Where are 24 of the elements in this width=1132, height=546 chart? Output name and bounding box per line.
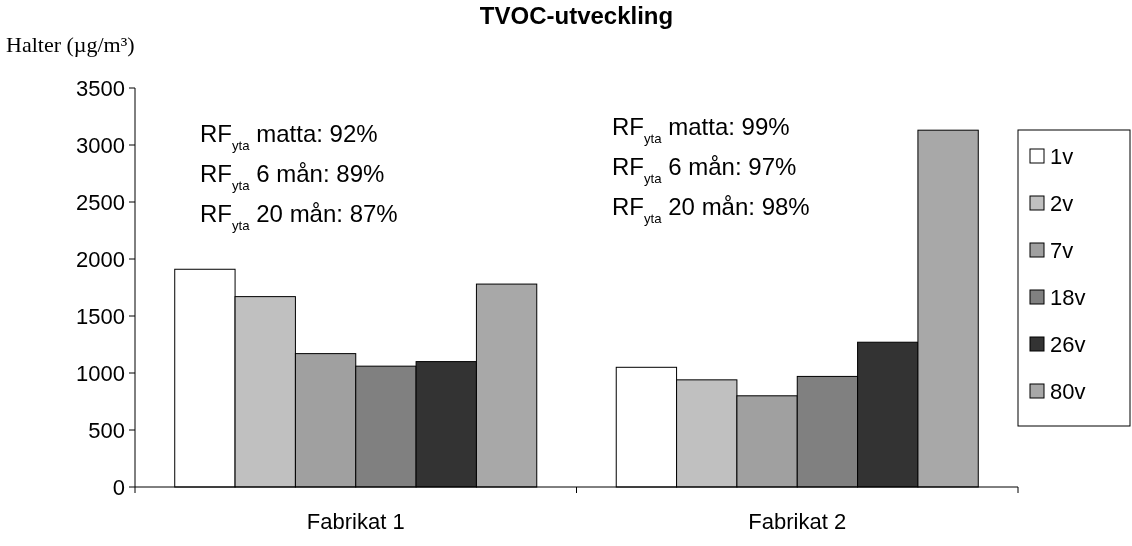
y-tick-label: 500	[88, 417, 125, 443]
annotation: RF$_{yta}$ matta: 92%	[200, 120, 378, 153]
x-tick-label: Fabrikat 2	[748, 509, 847, 534]
legend-label: 7v	[1050, 237, 1074, 263]
legend-label: 1v	[1050, 143, 1074, 169]
y-tick-label: 2500	[76, 189, 125, 215]
y-tick-label: 3000	[76, 132, 125, 158]
y-tick-label: 2000	[76, 246, 125, 272]
legend-label: 26v	[1050, 331, 1086, 357]
legend-label: 18v	[1050, 284, 1086, 310]
chart-title: TVOC-utveckling	[479, 2, 674, 29]
annotation: RF$_{yta}$ matta: 99%	[612, 113, 790, 146]
y-axis-title: Halter (µg/m³)	[6, 32, 135, 57]
legend-label: 80v	[1050, 378, 1086, 404]
annotation: RF$_{yta}$ 6 mån: 89%	[200, 160, 385, 193]
legend-label: 2v	[1050, 190, 1074, 216]
y-tick-label: 1000	[76, 360, 125, 386]
annotation: RF$_{yta}$ 6 mån: 97%	[612, 153, 797, 186]
x-tick-label: Fabrikat 1	[306, 509, 405, 534]
annotation: RF$_{yta}$ 20 mån: 87%	[200, 200, 398, 233]
y-tick-label: 3500	[76, 75, 125, 101]
annotation: RF$_{yta}$ 20 mån: 98%	[612, 193, 810, 226]
y-tick-label: 1500	[76, 303, 125, 329]
y-tick-label: 0	[112, 474, 125, 500]
